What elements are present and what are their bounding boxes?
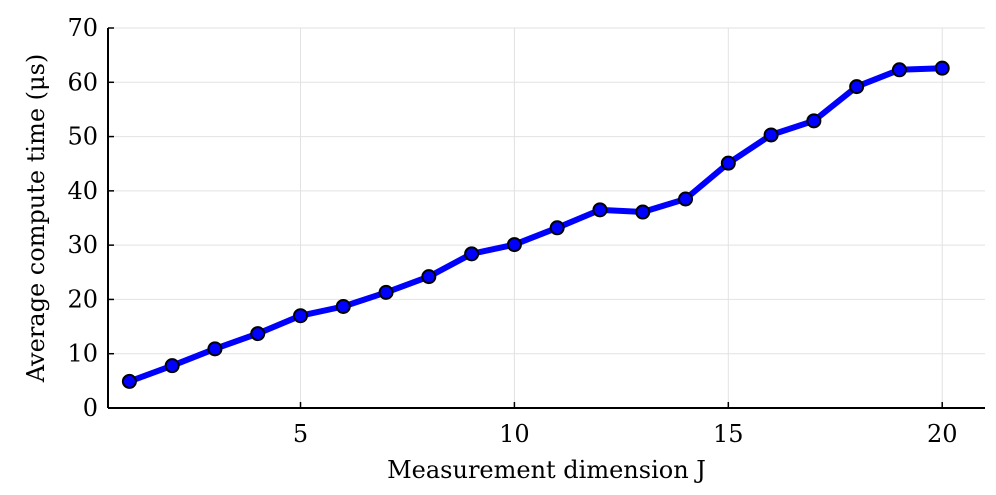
data-point xyxy=(207,341,223,357)
data-point xyxy=(549,220,565,236)
data-point xyxy=(293,308,309,324)
data-point xyxy=(678,191,694,207)
data-point xyxy=(506,237,522,253)
x-tick-label: 5 xyxy=(293,420,308,448)
data-point xyxy=(121,373,137,389)
data-point xyxy=(806,113,822,129)
data-point xyxy=(421,269,437,285)
tick-labels: 0 10 20 30 40 50 60 70 5 10 15 20 xyxy=(67,14,957,448)
data-point xyxy=(378,284,394,300)
axes xyxy=(107,27,985,409)
data-point xyxy=(592,202,608,218)
data-point xyxy=(635,204,651,220)
y-tick-label: 50 xyxy=(67,123,98,151)
x-tick-label: 20 xyxy=(927,420,958,448)
y-tick-label: 0 xyxy=(83,394,98,422)
grid xyxy=(108,27,985,409)
x-tick-label: 10 xyxy=(499,420,530,448)
data-point xyxy=(464,246,480,262)
y-tick-label: 40 xyxy=(67,177,98,205)
y-tick-label: 20 xyxy=(67,285,98,313)
data-point xyxy=(849,79,865,95)
y-tick-label: 60 xyxy=(67,68,98,96)
y-tick-label: 10 xyxy=(67,340,98,368)
data-point xyxy=(335,298,351,314)
data-point xyxy=(164,358,180,374)
y-tick-label: 70 xyxy=(67,14,98,42)
y-axis-label: Average compute time (μs) xyxy=(22,54,50,384)
data-point xyxy=(250,326,266,342)
data-point xyxy=(720,155,736,171)
data-point xyxy=(763,127,779,143)
y-tick-label: 30 xyxy=(67,231,98,259)
x-tick-label: 15 xyxy=(713,420,744,448)
data-point xyxy=(934,60,950,76)
series-layer xyxy=(121,60,950,389)
x-axis-label: Measurement dimension J xyxy=(387,456,706,484)
data-point xyxy=(891,62,907,78)
